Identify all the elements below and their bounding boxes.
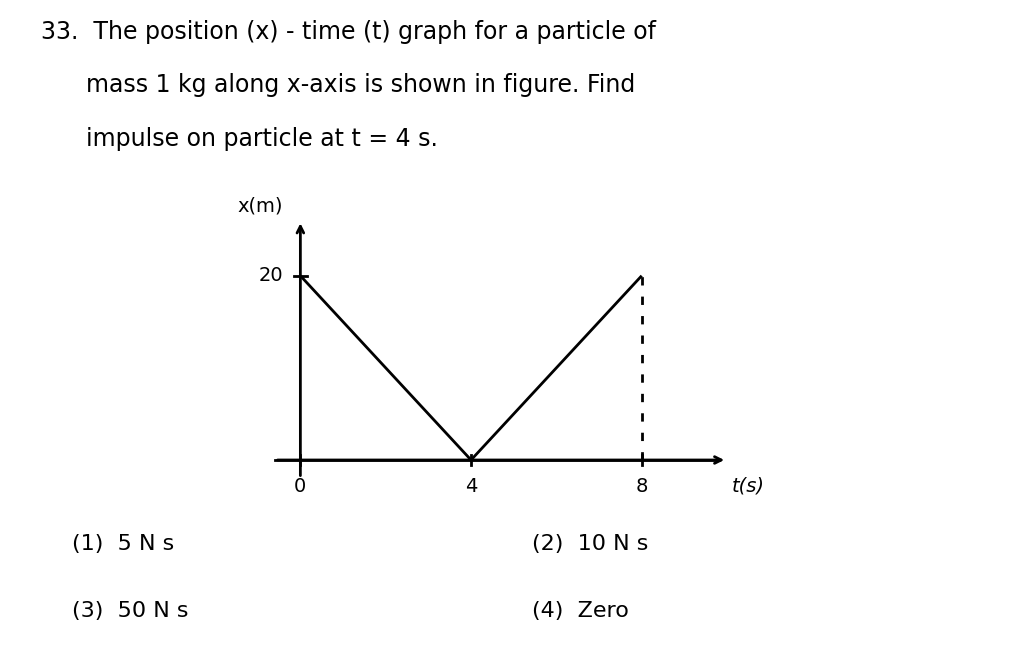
Text: (1)  5 N s: (1) 5 N s [72,534,174,554]
Text: 8: 8 [636,476,648,496]
Text: 4: 4 [465,476,477,496]
Text: (2)  10 N s: (2) 10 N s [532,534,649,554]
Text: 0: 0 [294,476,306,496]
Text: t(s): t(s) [731,476,764,496]
Text: mass 1 kg along x-axis is shown in figure. Find: mass 1 kg along x-axis is shown in figur… [41,73,635,98]
Text: x(m): x(m) [238,197,284,216]
Text: (4)  Zero: (4) Zero [532,601,630,621]
Text: 33.  The position (x) - time (t) graph for a particle of: 33. The position (x) - time (t) graph fo… [41,20,656,44]
Text: (3)  50 N s: (3) 50 N s [72,601,188,621]
Text: 20: 20 [259,267,284,285]
Text: impulse on particle at t = 4 s.: impulse on particle at t = 4 s. [41,127,438,151]
